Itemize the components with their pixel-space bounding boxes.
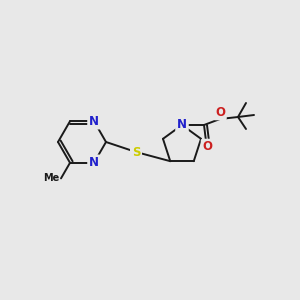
- Text: N: N: [89, 115, 99, 128]
- Text: N: N: [89, 156, 99, 169]
- Text: N: N: [177, 118, 187, 131]
- Text: S: S: [132, 146, 140, 158]
- Text: O: O: [202, 140, 212, 154]
- Text: O: O: [215, 106, 225, 118]
- Text: Me: Me: [43, 173, 59, 183]
